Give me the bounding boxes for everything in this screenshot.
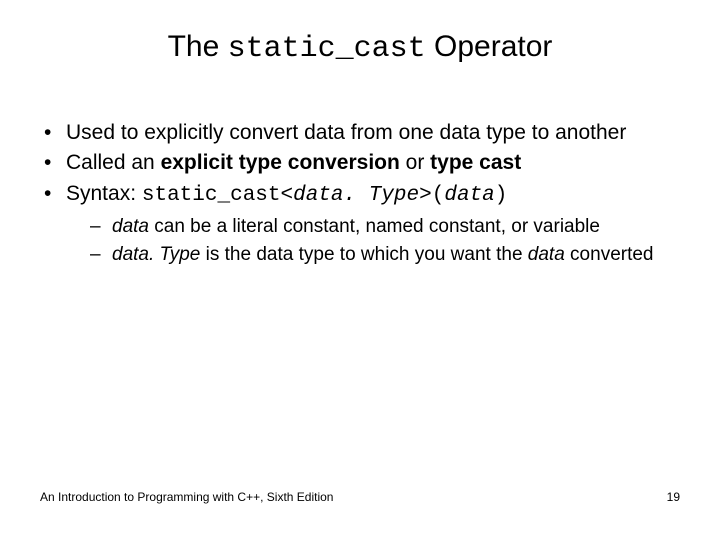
sub1-ital1: data (112, 216, 149, 237)
bullet-2: Called an explicit type conversion or ty… (40, 150, 680, 176)
bullet-3: Syntax: static_cast<data. Type>(data) da… (40, 181, 680, 267)
footer-page-number: 19 (667, 490, 680, 504)
bullet-3-code1: static_cast< (142, 184, 293, 207)
bullet-3-code3: ) (495, 184, 508, 207)
bullet-1-text: Used to explicitly convert data from one… (66, 121, 626, 144)
slide-body: Used to explicitly convert data from one… (40, 120, 680, 270)
bullet-3-pre: Syntax: (66, 182, 142, 205)
sub2-ital2: data (528, 244, 565, 265)
bullet-2-mid: or (400, 151, 430, 174)
bullet-2-pre: Called an (66, 151, 161, 174)
sub1-post: can be a literal constant, named constan… (149, 216, 600, 237)
bullet-3-ital2: data (444, 184, 494, 207)
footer-left: An Introduction to Programming with C++,… (40, 490, 333, 504)
bullet-3-ital1: data. Type (293, 184, 419, 207)
title-pre: The (168, 30, 228, 63)
bullet-2-bold2: type cast (430, 151, 521, 174)
slide: The static_cast Operator Used to explici… (0, 0, 720, 540)
sub2-mid: is the data type to which you want the (200, 244, 527, 265)
sub-bullet-2: data. Type is the data type to which you… (66, 243, 680, 267)
slide-title: The static_cast Operator (0, 30, 720, 66)
sub-bullet-1: data can be a literal constant, named co… (66, 215, 680, 239)
sub2-post: converted (565, 244, 654, 265)
sub2-ital1: data. Type (112, 244, 200, 265)
sub-bullet-list: data can be a literal constant, named co… (66, 215, 680, 267)
title-code: static_cast (228, 32, 426, 66)
bullet-3-code2: >( (419, 184, 444, 207)
bullet-2-bold1: explicit type conversion (161, 151, 400, 174)
title-post: Operator (426, 30, 553, 63)
bullet-1: Used to explicitly convert data from one… (40, 120, 680, 146)
bullet-list: Used to explicitly convert data from one… (40, 120, 680, 266)
